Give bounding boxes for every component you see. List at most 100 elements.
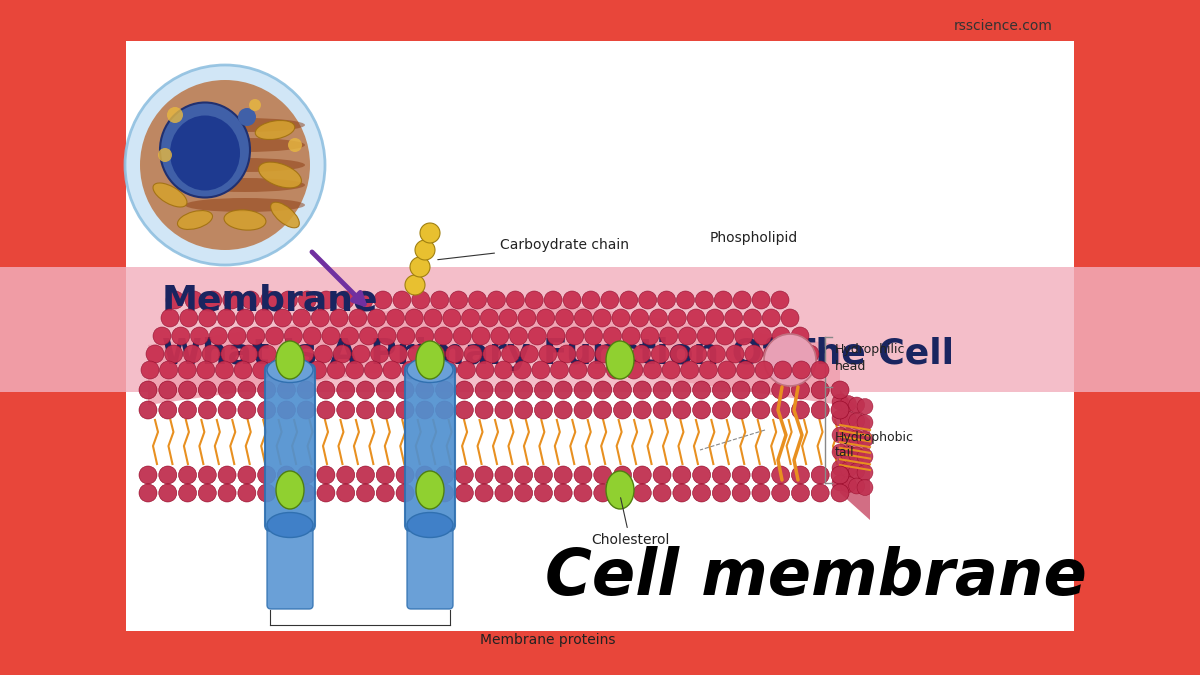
- Circle shape: [328, 361, 346, 379]
- Circle shape: [475, 401, 493, 419]
- Circle shape: [293, 309, 311, 327]
- Circle shape: [254, 309, 272, 327]
- Circle shape: [638, 291, 656, 309]
- Text: rsscience.com: rsscience.com: [954, 19, 1052, 32]
- Circle shape: [532, 361, 550, 379]
- Ellipse shape: [185, 138, 305, 152]
- Circle shape: [772, 466, 790, 484]
- Circle shape: [475, 381, 493, 399]
- Circle shape: [139, 466, 157, 484]
- Circle shape: [515, 466, 533, 484]
- Circle shape: [755, 361, 773, 379]
- Circle shape: [857, 448, 874, 464]
- Ellipse shape: [606, 471, 634, 509]
- Circle shape: [848, 478, 865, 494]
- Circle shape: [792, 484, 810, 502]
- Circle shape: [179, 466, 197, 484]
- Circle shape: [534, 466, 552, 484]
- Circle shape: [832, 475, 848, 491]
- Ellipse shape: [266, 358, 313, 383]
- FancyBboxPatch shape: [265, 364, 314, 531]
- Circle shape: [634, 484, 652, 502]
- Ellipse shape: [224, 210, 266, 230]
- Circle shape: [526, 291, 544, 309]
- Circle shape: [622, 327, 640, 345]
- Ellipse shape: [407, 512, 454, 537]
- Circle shape: [198, 309, 216, 327]
- Circle shape: [714, 291, 732, 309]
- Circle shape: [732, 381, 750, 399]
- Circle shape: [762, 309, 780, 327]
- Circle shape: [689, 345, 707, 363]
- Circle shape: [386, 309, 404, 327]
- Circle shape: [352, 345, 370, 363]
- Circle shape: [198, 401, 216, 419]
- Circle shape: [436, 381, 454, 399]
- Circle shape: [744, 309, 762, 327]
- Circle shape: [389, 345, 407, 363]
- Circle shape: [475, 466, 493, 484]
- Circle shape: [218, 484, 236, 502]
- Circle shape: [752, 484, 770, 502]
- Ellipse shape: [416, 341, 444, 379]
- Circle shape: [594, 466, 612, 484]
- Circle shape: [737, 361, 755, 379]
- Circle shape: [265, 327, 283, 345]
- Circle shape: [455, 381, 473, 399]
- Circle shape: [569, 361, 587, 379]
- Circle shape: [238, 484, 256, 502]
- Circle shape: [688, 309, 706, 327]
- Circle shape: [258, 381, 276, 399]
- Circle shape: [250, 99, 262, 111]
- Circle shape: [311, 309, 329, 327]
- Circle shape: [258, 466, 276, 484]
- Circle shape: [480, 309, 498, 327]
- Circle shape: [534, 484, 552, 502]
- Circle shape: [811, 401, 829, 419]
- Circle shape: [534, 381, 552, 399]
- Circle shape: [396, 401, 414, 419]
- Circle shape: [166, 291, 184, 309]
- Circle shape: [634, 381, 652, 399]
- Circle shape: [238, 401, 256, 419]
- Bar: [126, 40, 1074, 631]
- Circle shape: [673, 484, 691, 502]
- Circle shape: [752, 466, 770, 484]
- Circle shape: [595, 345, 613, 363]
- Circle shape: [317, 466, 335, 484]
- Circle shape: [792, 381, 810, 399]
- Circle shape: [260, 291, 278, 309]
- Circle shape: [317, 381, 335, 399]
- Circle shape: [857, 414, 874, 431]
- Circle shape: [772, 381, 790, 399]
- Ellipse shape: [256, 120, 295, 140]
- Circle shape: [673, 466, 691, 484]
- Circle shape: [733, 291, 751, 309]
- Circle shape: [613, 381, 631, 399]
- Circle shape: [601, 291, 619, 309]
- Circle shape: [582, 291, 600, 309]
- Circle shape: [223, 291, 241, 309]
- Circle shape: [158, 381, 176, 399]
- Circle shape: [763, 345, 781, 363]
- Ellipse shape: [160, 103, 250, 198]
- Circle shape: [378, 327, 396, 345]
- Text: What Is A Primary Function Of The Cell: What Is A Primary Function Of The Cell: [162, 338, 954, 371]
- FancyBboxPatch shape: [266, 521, 313, 609]
- Circle shape: [416, 401, 434, 419]
- Circle shape: [234, 361, 252, 379]
- Circle shape: [317, 401, 335, 419]
- Circle shape: [337, 401, 355, 419]
- Ellipse shape: [154, 183, 187, 207]
- Circle shape: [258, 401, 276, 419]
- Circle shape: [284, 327, 302, 345]
- Circle shape: [528, 327, 546, 345]
- Circle shape: [472, 327, 490, 345]
- Circle shape: [383, 361, 401, 379]
- Circle shape: [355, 291, 373, 309]
- Circle shape: [158, 401, 176, 419]
- Circle shape: [277, 466, 295, 484]
- Circle shape: [314, 345, 332, 363]
- Circle shape: [436, 484, 454, 502]
- Circle shape: [732, 484, 750, 502]
